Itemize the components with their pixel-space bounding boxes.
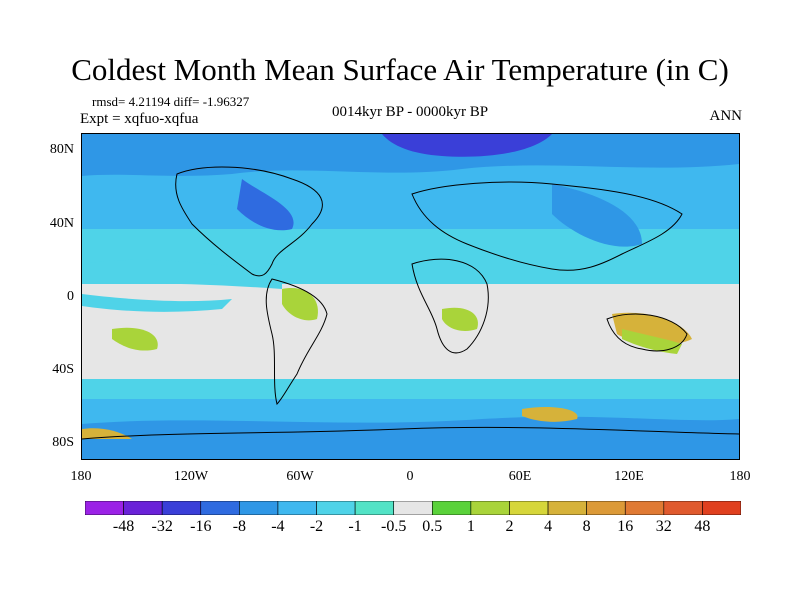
- lon-label-180w: 180: [70, 469, 92, 484]
- colorbar-tick-label: 4: [544, 518, 553, 535]
- lon-label-0: 0: [406, 469, 414, 484]
- arctic-strong-cooling: [382, 134, 552, 157]
- lon-label-120w: 120W: [173, 469, 209, 484]
- colorbar-tick-label: -32: [151, 518, 173, 535]
- antarctic-cooling: [82, 416, 739, 459]
- north-america-outline: [175, 166, 323, 277]
- antarctica-outline: [81, 426, 740, 440]
- colorbar-box: [277, 501, 317, 515]
- colorbar-box: [586, 501, 626, 515]
- lon-label-180e: 180: [729, 469, 751, 484]
- lat-label-80s: 80S: [52, 435, 74, 450]
- colorbar-box: [393, 501, 433, 515]
- temperature-anomaly-map: [81, 133, 740, 460]
- colorbar-tick-label: 2: [505, 518, 514, 535]
- colorbar-box: [123, 501, 163, 515]
- colorbar-tick-label: 1: [466, 518, 475, 535]
- plot-title: Coldest Month Mean Surface Air Temperatu…: [71, 52, 729, 87]
- colorbar-tick-label: -48: [112, 518, 135, 535]
- season-label: ANN: [709, 108, 743, 124]
- colorbar-box: [509, 501, 549, 515]
- colorbar-box: [431, 501, 472, 515]
- colorbar-tick-label: 48: [694, 518, 711, 535]
- colorbar-box: [470, 501, 510, 515]
- colorbar-box: [354, 501, 395, 515]
- colorbar-tick-label: -8: [232, 518, 247, 535]
- south-america-outline: [265, 278, 328, 405]
- asia-cooling: [552, 184, 642, 247]
- australia-warming-edge: [622, 329, 682, 354]
- lat-label-80n: 80N: [49, 142, 74, 157]
- colorbar-box: [85, 501, 124, 515]
- lon-label-60e: 60E: [508, 469, 532, 484]
- period-label: 0014kyr BP - 0000kyr BP: [331, 104, 489, 120]
- colorbar-box: [316, 501, 356, 515]
- colorbar-tick-label: -1: [348, 518, 362, 535]
- north-america-cooling: [237, 179, 294, 231]
- colorbar-box: [663, 501, 703, 515]
- south-pacific-warming: [112, 327, 158, 351]
- colorbar-tick-label: 0.5: [422, 518, 443, 535]
- colorbar-tick-label: -2: [309, 518, 324, 535]
- colorbar-tick-label: -0.5: [381, 518, 407, 535]
- colorbar-box: [239, 501, 279, 515]
- colorbar-box: [161, 501, 202, 515]
- colorbar-box: [200, 501, 240, 515]
- colorbar-tick-label: 16: [617, 518, 634, 535]
- north-pacific-cooling: [82, 259, 282, 289]
- experiment-label: Expt = xqfuo-xqfua: [80, 111, 199, 127]
- colorbar: [85, 501, 741, 515]
- colorbar-box: [547, 501, 587, 515]
- equatorial-pacific-cooling: [82, 294, 232, 312]
- eurasia-outline: [411, 181, 683, 271]
- map-svg: [81, 134, 740, 459]
- lon-label-120e: 120E: [614, 469, 644, 484]
- australia-outline: [606, 313, 688, 352]
- colorbar-tick-label: 32: [655, 518, 672, 535]
- colorbar-box: [624, 501, 665, 515]
- rmsd-diff-stats: rmsd= 4.21194 diff= -1.96327: [92, 94, 250, 109]
- amazon-warming: [282, 288, 318, 321]
- africa-warming: [442, 307, 478, 331]
- colorbar-tick-label: -4: [271, 518, 285, 535]
- arctic-cooling-region: [82, 134, 739, 176]
- africa-outline: [411, 258, 489, 354]
- colorbar-tick-label: -16: [190, 518, 212, 535]
- antarctic-warming-patch: [522, 407, 578, 422]
- colorbar-box: [702, 501, 741, 515]
- colorbar-tick-label: 8: [582, 518, 591, 535]
- lon-label-60w: 60W: [286, 469, 314, 484]
- lat-label-0: 0: [67, 289, 74, 304]
- lat-label-40s: 40S: [52, 362, 74, 377]
- lat-label-40n: 40N: [49, 216, 74, 231]
- coastlines: [81, 166, 740, 440]
